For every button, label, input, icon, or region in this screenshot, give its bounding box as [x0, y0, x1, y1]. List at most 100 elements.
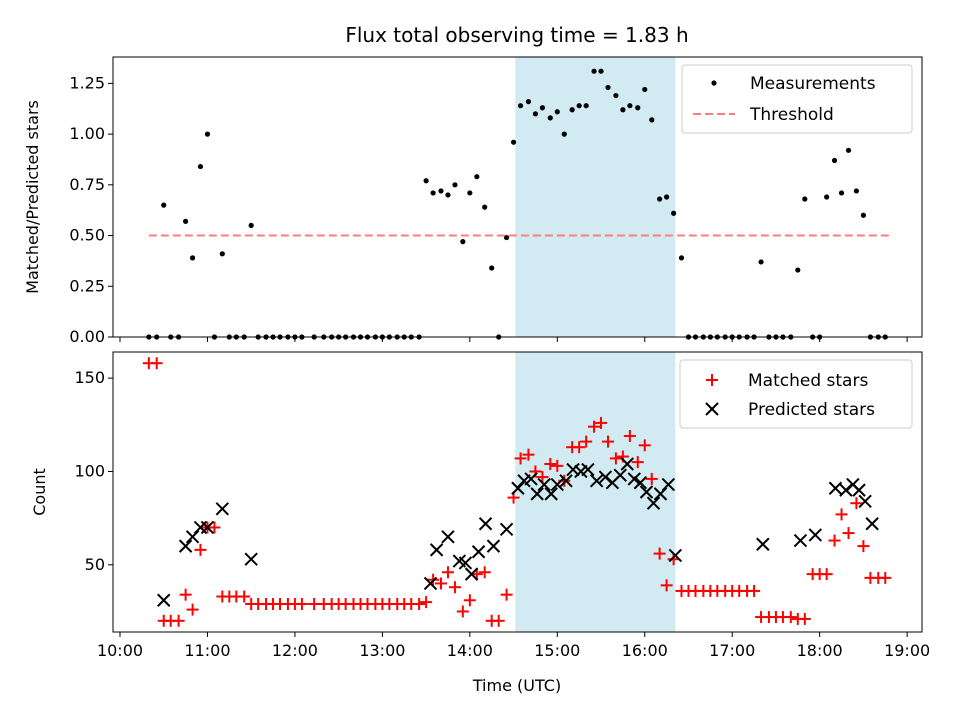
observing-window-shade — [515, 57, 676, 337]
measurements-point — [649, 117, 655, 123]
matched-stars-point — [631, 456, 644, 469]
matched-stars-point — [820, 568, 833, 581]
panel-ratio-ylabel: Matched/Predicted stars — [23, 100, 42, 294]
matched-stars-point — [448, 581, 461, 594]
matched-stars-point — [544, 458, 557, 470]
y-tick-label: 0.25 — [69, 276, 105, 295]
matched-stars-point — [456, 605, 469, 618]
measurements-point — [657, 196, 663, 202]
matched-stars-point — [609, 452, 622, 465]
predicted-stars-point — [537, 477, 551, 492]
measurements-point — [503, 234, 510, 241]
predicted-stars-point — [423, 576, 438, 591]
y-tick-label: 0.00 — [69, 327, 105, 346]
matched-stars-point — [835, 508, 848, 521]
legend-matched-marker — [706, 374, 718, 386]
measurements-point — [591, 68, 597, 74]
measurements-point — [517, 103, 524, 109]
matched-stars-point — [463, 594, 476, 607]
predicted-stars-point — [478, 517, 493, 531]
x-tick-label: 10:00 — [97, 641, 143, 660]
predicted-stars-point — [668, 548, 683, 563]
measurements-point — [845, 147, 852, 153]
matched-stars-point — [645, 472, 658, 485]
predicted-stars-point — [550, 477, 565, 492]
measurements-point — [510, 139, 517, 145]
matched-stars-point — [857, 540, 870, 553]
matched-stars-point — [413, 598, 426, 610]
predicted-stars-point — [566, 462, 580, 477]
predicted-stars-point — [429, 543, 444, 557]
measurements-point — [525, 99, 532, 105]
matched-stars-point — [186, 603, 199, 616]
x-tick-label: 11:00 — [184, 641, 230, 660]
measurements-point — [197, 163, 204, 170]
y-tick-label: 1.25 — [69, 73, 105, 92]
matched-stars-point — [478, 566, 491, 579]
y-tick-label: 150 — [74, 368, 105, 387]
predicted-stars-point — [157, 593, 171, 607]
measurements-point — [547, 115, 553, 121]
matched-stars-point — [492, 614, 505, 627]
predicted-stars-point — [808, 528, 823, 542]
observing-window-shade — [515, 352, 676, 632]
x-tick-label: 16:00 — [622, 641, 668, 660]
predicted-stars-point — [793, 533, 808, 548]
measurements-point — [204, 131, 211, 137]
x-tick-label: 19:00 — [884, 641, 930, 660]
matched-stars-point — [653, 547, 666, 560]
measurements-point — [445, 192, 451, 198]
matched-stars-point — [514, 452, 527, 465]
predicted-stars-point — [581, 462, 595, 477]
y-tick-label: 100 — [74, 461, 105, 480]
measurements-point — [576, 103, 582, 109]
legend-threshold-label: Threshold — [749, 105, 834, 125]
measurements-point — [539, 105, 546, 111]
measurements-point — [438, 188, 444, 194]
predicted-stars-point — [244, 552, 258, 566]
measurements-point — [795, 267, 801, 273]
matched-stars-point — [194, 543, 207, 556]
measurements-point — [219, 251, 225, 257]
legend-measurements-marker — [711, 80, 717, 86]
predicted-stars-point — [852, 483, 866, 497]
matched-stars-point — [434, 577, 447, 590]
matched-stars-point — [573, 441, 586, 454]
predicted-stars-point — [653, 487, 668, 501]
measurements-point — [831, 157, 838, 164]
matched-stars-point — [551, 459, 564, 472]
measurements-point — [554, 109, 560, 115]
measurements-point — [627, 103, 633, 109]
matched-stars-point — [238, 590, 251, 603]
measurements-point — [838, 190, 845, 196]
legend-matched-label: Matched stars — [748, 371, 868, 391]
predicted-stars-point — [858, 494, 872, 509]
y-tick-label: 0.75 — [69, 175, 105, 194]
x-tick-label: 13:00 — [359, 641, 405, 660]
matched-stars-point — [828, 534, 841, 547]
measurements-point — [824, 194, 830, 200]
matched-stars-point — [580, 435, 593, 448]
legend-predicted-label: Predicted stars — [748, 400, 875, 420]
measurements-point — [452, 182, 458, 188]
predicted-stars-point — [530, 487, 544, 501]
predicted-stars-point — [828, 481, 843, 495]
matched-stars-point — [441, 566, 454, 579]
matched-stars-point — [208, 521, 221, 534]
x-tick-label: 15:00 — [534, 641, 580, 660]
predicted-stars-point — [559, 474, 573, 488]
measurements-point — [482, 204, 488, 210]
measurements-point — [613, 92, 619, 99]
predicted-stars-point — [486, 539, 501, 553]
matched-stars-point — [500, 588, 513, 601]
y-tick-label: 50 — [85, 555, 105, 574]
panel-count-ylabel: Count — [30, 468, 49, 516]
panel-ratio: 0.00 0.25 0.50 0.75 1.00 1.25 Matched/Predict… — [23, 56, 923, 346]
measurements-point — [430, 190, 436, 196]
predicted-stars-point — [178, 539, 193, 553]
matched-stars-point — [150, 357, 163, 370]
measurements-point — [423, 178, 429, 184]
measurements-point — [664, 194, 670, 200]
predicted-stars-point — [756, 537, 770, 551]
